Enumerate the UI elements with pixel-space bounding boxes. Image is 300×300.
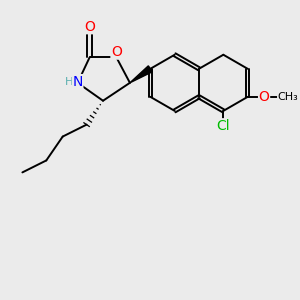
Text: N: N bbox=[72, 75, 83, 88]
Text: CH₃: CH₃ bbox=[278, 92, 298, 102]
Text: O: O bbox=[111, 45, 122, 59]
Text: H: H bbox=[65, 76, 74, 87]
Text: O: O bbox=[84, 20, 95, 34]
Text: O: O bbox=[259, 90, 269, 104]
Polygon shape bbox=[130, 66, 152, 83]
Text: Cl: Cl bbox=[217, 119, 230, 133]
